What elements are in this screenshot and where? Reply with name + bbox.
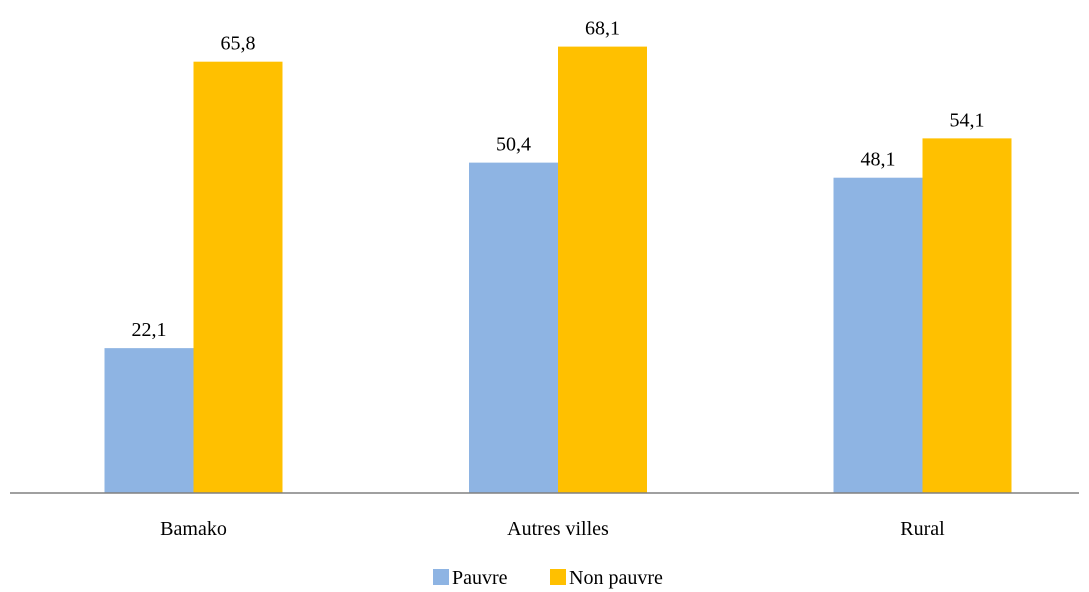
- legend-swatch-non-pauvre: [550, 569, 566, 585]
- legend-label: Pauvre: [452, 567, 508, 589]
- bar-non-pauvre-rural: [922, 138, 1012, 493]
- data-label: 68,1: [585, 18, 620, 40]
- data-label: 54,1: [950, 109, 985, 131]
- bar-pauvre-rural: [833, 177, 923, 493]
- bars-layer: [104, 46, 1012, 494]
- legend-swatch-pauvre: [433, 569, 449, 585]
- category-label: Rural: [900, 518, 945, 540]
- category-labels-layer: Bamako Autres villes Rural: [160, 518, 945, 540]
- legend: Pauvre Non pauvre: [433, 567, 663, 589]
- category-label: Autres villes: [507, 518, 609, 540]
- bar-pauvre-bamako: [104, 348, 194, 493]
- legend-label: Non pauvre: [569, 567, 663, 589]
- bar-pauvre-autres-villes: [469, 162, 558, 494]
- category-label: Bamako: [160, 518, 227, 540]
- data-label: 50,4: [496, 134, 531, 156]
- data-label: 48,1: [861, 149, 896, 171]
- bar-non-pauvre-autres-villes: [558, 46, 647, 494]
- data-label: 65,8: [221, 33, 256, 55]
- data-label: 22,1: [132, 319, 167, 341]
- value-labels-layer: 22,1 65,8 50,4 68,1 48,1 54,1: [132, 18, 985, 342]
- bar-non-pauvre-bamako: [193, 61, 283, 493]
